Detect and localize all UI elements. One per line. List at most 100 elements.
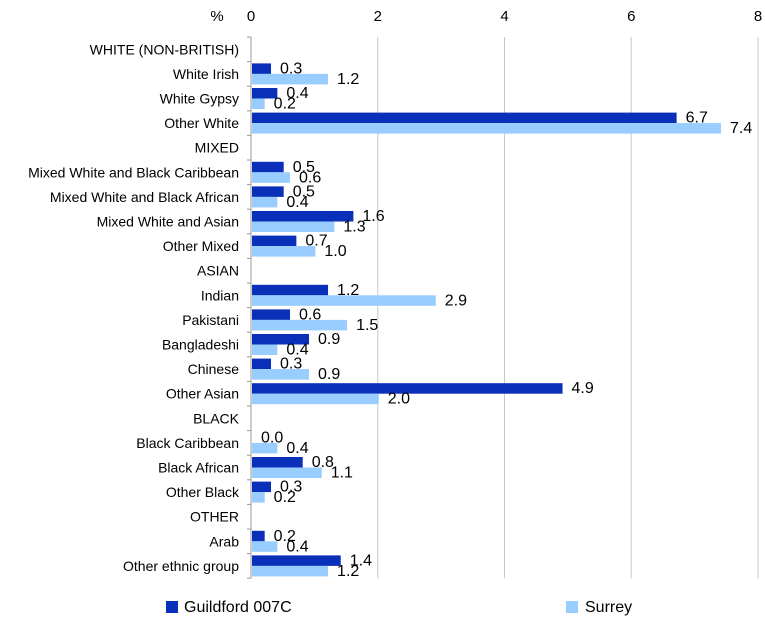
bar-guildford-007c [252, 481, 272, 493]
bar-surrey [252, 467, 322, 478]
bar-guildford-007c [252, 284, 329, 296]
bar-surrey [252, 295, 436, 306]
data-label-surrey: 2.9 [445, 292, 467, 309]
bar-surrey [252, 393, 379, 405]
data-label-guildford-007c: 4.9 [572, 380, 594, 397]
bar-surrey [252, 98, 265, 109]
legend: Guildford 007C Surrey [166, 599, 632, 616]
data-label-guildford-007c: 0.3 [280, 479, 302, 496]
data-label-surrey: 0.4 [286, 342, 308, 359]
data-label-guildford-007c: 0.5 [293, 183, 315, 200]
x-tick-label: 4 [500, 8, 508, 25]
category-label: OTHER [190, 509, 239, 525]
bar-guildford-007c [252, 457, 303, 468]
category-label: BLACK [193, 410, 240, 426]
bar-guildford-007c [252, 161, 284, 173]
category-labels: WHITE (NON-BRITISH) White Irish White Gyps… [28, 41, 240, 574]
category-label: Other White [164, 115, 239, 131]
data-label-guildford-007c: 0.3 [280, 60, 302, 77]
data-label-guildford-007c: 1.2 [337, 282, 359, 299]
category-label: Mixed White and Black Caribbean [28, 164, 239, 180]
category-label: Chinese [188, 361, 240, 377]
data-label-surrey: 7.4 [730, 120, 752, 137]
category-label: Other ethnic group [123, 558, 239, 574]
legend-swatch-surrey [566, 601, 578, 613]
data-label-guildford-007c: 0.2 [274, 528, 296, 545]
category-label: Black Caribbean [136, 435, 239, 451]
legend-label-guildford: Guildford 007C [184, 599, 292, 616]
legend-label-surrey: Surrey [585, 599, 632, 616]
data-label-guildford-007c: 0.3 [280, 356, 302, 373]
category-label: White Irish [173, 66, 239, 82]
bar-guildford-007c [252, 112, 677, 124]
bars [252, 63, 721, 577]
data-label-surrey: 0.6 [299, 169, 321, 186]
data-label-guildford-007c: 0.0 [261, 429, 283, 446]
bar-surrey [252, 123, 721, 134]
data-label-guildford-007c: 0.6 [299, 306, 321, 323]
x-tick-label: 2 [374, 8, 382, 25]
data-label-guildford-007c: 1.6 [362, 208, 384, 225]
data-label-guildford-007c: 0.7 [305, 233, 327, 250]
data-label-surrey: 1.5 [356, 317, 378, 334]
data-label-surrey: 0.9 [318, 366, 340, 383]
category-label: Other Asian [166, 386, 239, 402]
data-label-surrey: 1.0 [324, 243, 346, 260]
bar-surrey [252, 344, 278, 355]
bar-surrey [252, 73, 329, 85]
data-label-guildford-007c: 6.7 [686, 110, 708, 127]
bar-guildford-007c [252, 186, 284, 197]
category-label: Indian [201, 287, 239, 303]
x-tick-label: 0 [247, 8, 255, 25]
data-label-guildford-007c: 1.4 [350, 552, 372, 569]
data-label-surrey: 0.4 [286, 440, 308, 457]
category-label: MIXED [195, 140, 239, 156]
bar-guildford-007c [252, 358, 272, 370]
data-labels: 0.30.46.70.50.51.60.71.20.60.90.34.90.00… [261, 60, 752, 580]
data-label-surrey: 1.2 [337, 563, 359, 580]
data-label-guildford-007c: 0.8 [312, 454, 334, 471]
bar-surrey [252, 442, 278, 454]
bar-surrey [252, 492, 265, 503]
bar-guildford-007c [252, 88, 278, 99]
category-label: Arab [209, 533, 239, 549]
bar-surrey [252, 541, 278, 552]
bar-guildford-007c [252, 211, 354, 222]
data-label-surrey: 0.2 [274, 489, 296, 506]
data-label-surrey: 1.3 [343, 219, 365, 236]
data-label-surrey: 2.0 [388, 391, 410, 408]
data-label-surrey: 1.1 [331, 465, 353, 482]
data-label-guildford-007c: 0.5 [293, 159, 315, 176]
category-label: Other Black [166, 484, 240, 500]
category-label: Mixed White and Black African [50, 189, 239, 205]
data-label-surrey: 0.4 [286, 194, 308, 211]
x-axis-unit-label: % [210, 8, 223, 25]
bar-guildford-007c [252, 235, 297, 247]
bar-surrey [252, 172, 291, 183]
bar-guildford-007c [252, 309, 291, 320]
data-label-guildford-007c: 0.4 [286, 85, 308, 102]
bar-surrey [252, 196, 278, 208]
data-label-surrey: 0.4 [286, 538, 308, 555]
category-label: Black African [158, 460, 239, 476]
category-label: Bangladeshi [162, 337, 239, 353]
category-label: Pakistani [182, 312, 239, 328]
bar-guildford-007c [252, 334, 310, 345]
bar-surrey [252, 246, 316, 257]
data-label-guildford-007c: 0.9 [318, 331, 340, 348]
bar-surrey [252, 319, 348, 331]
bar-guildford-007c [252, 383, 563, 394]
x-tick-label: 6 [627, 8, 635, 25]
bar-surrey [252, 565, 329, 577]
bar-guildford-007c [252, 63, 272, 74]
data-label-surrey: 0.2 [274, 96, 296, 113]
category-label: Mixed White and Asian [97, 214, 239, 230]
category-label: White Gypsy [160, 91, 239, 107]
bar-surrey [252, 369, 310, 380]
category-label: WHITE (NON-BRITISH) [90, 41, 239, 57]
bar-guildford-007c [252, 555, 341, 566]
bar-guildford-007c [252, 530, 265, 542]
x-tick-label: 8 [754, 8, 762, 25]
x-axis-ticks: 0 2 4 6 8 [247, 8, 762, 25]
